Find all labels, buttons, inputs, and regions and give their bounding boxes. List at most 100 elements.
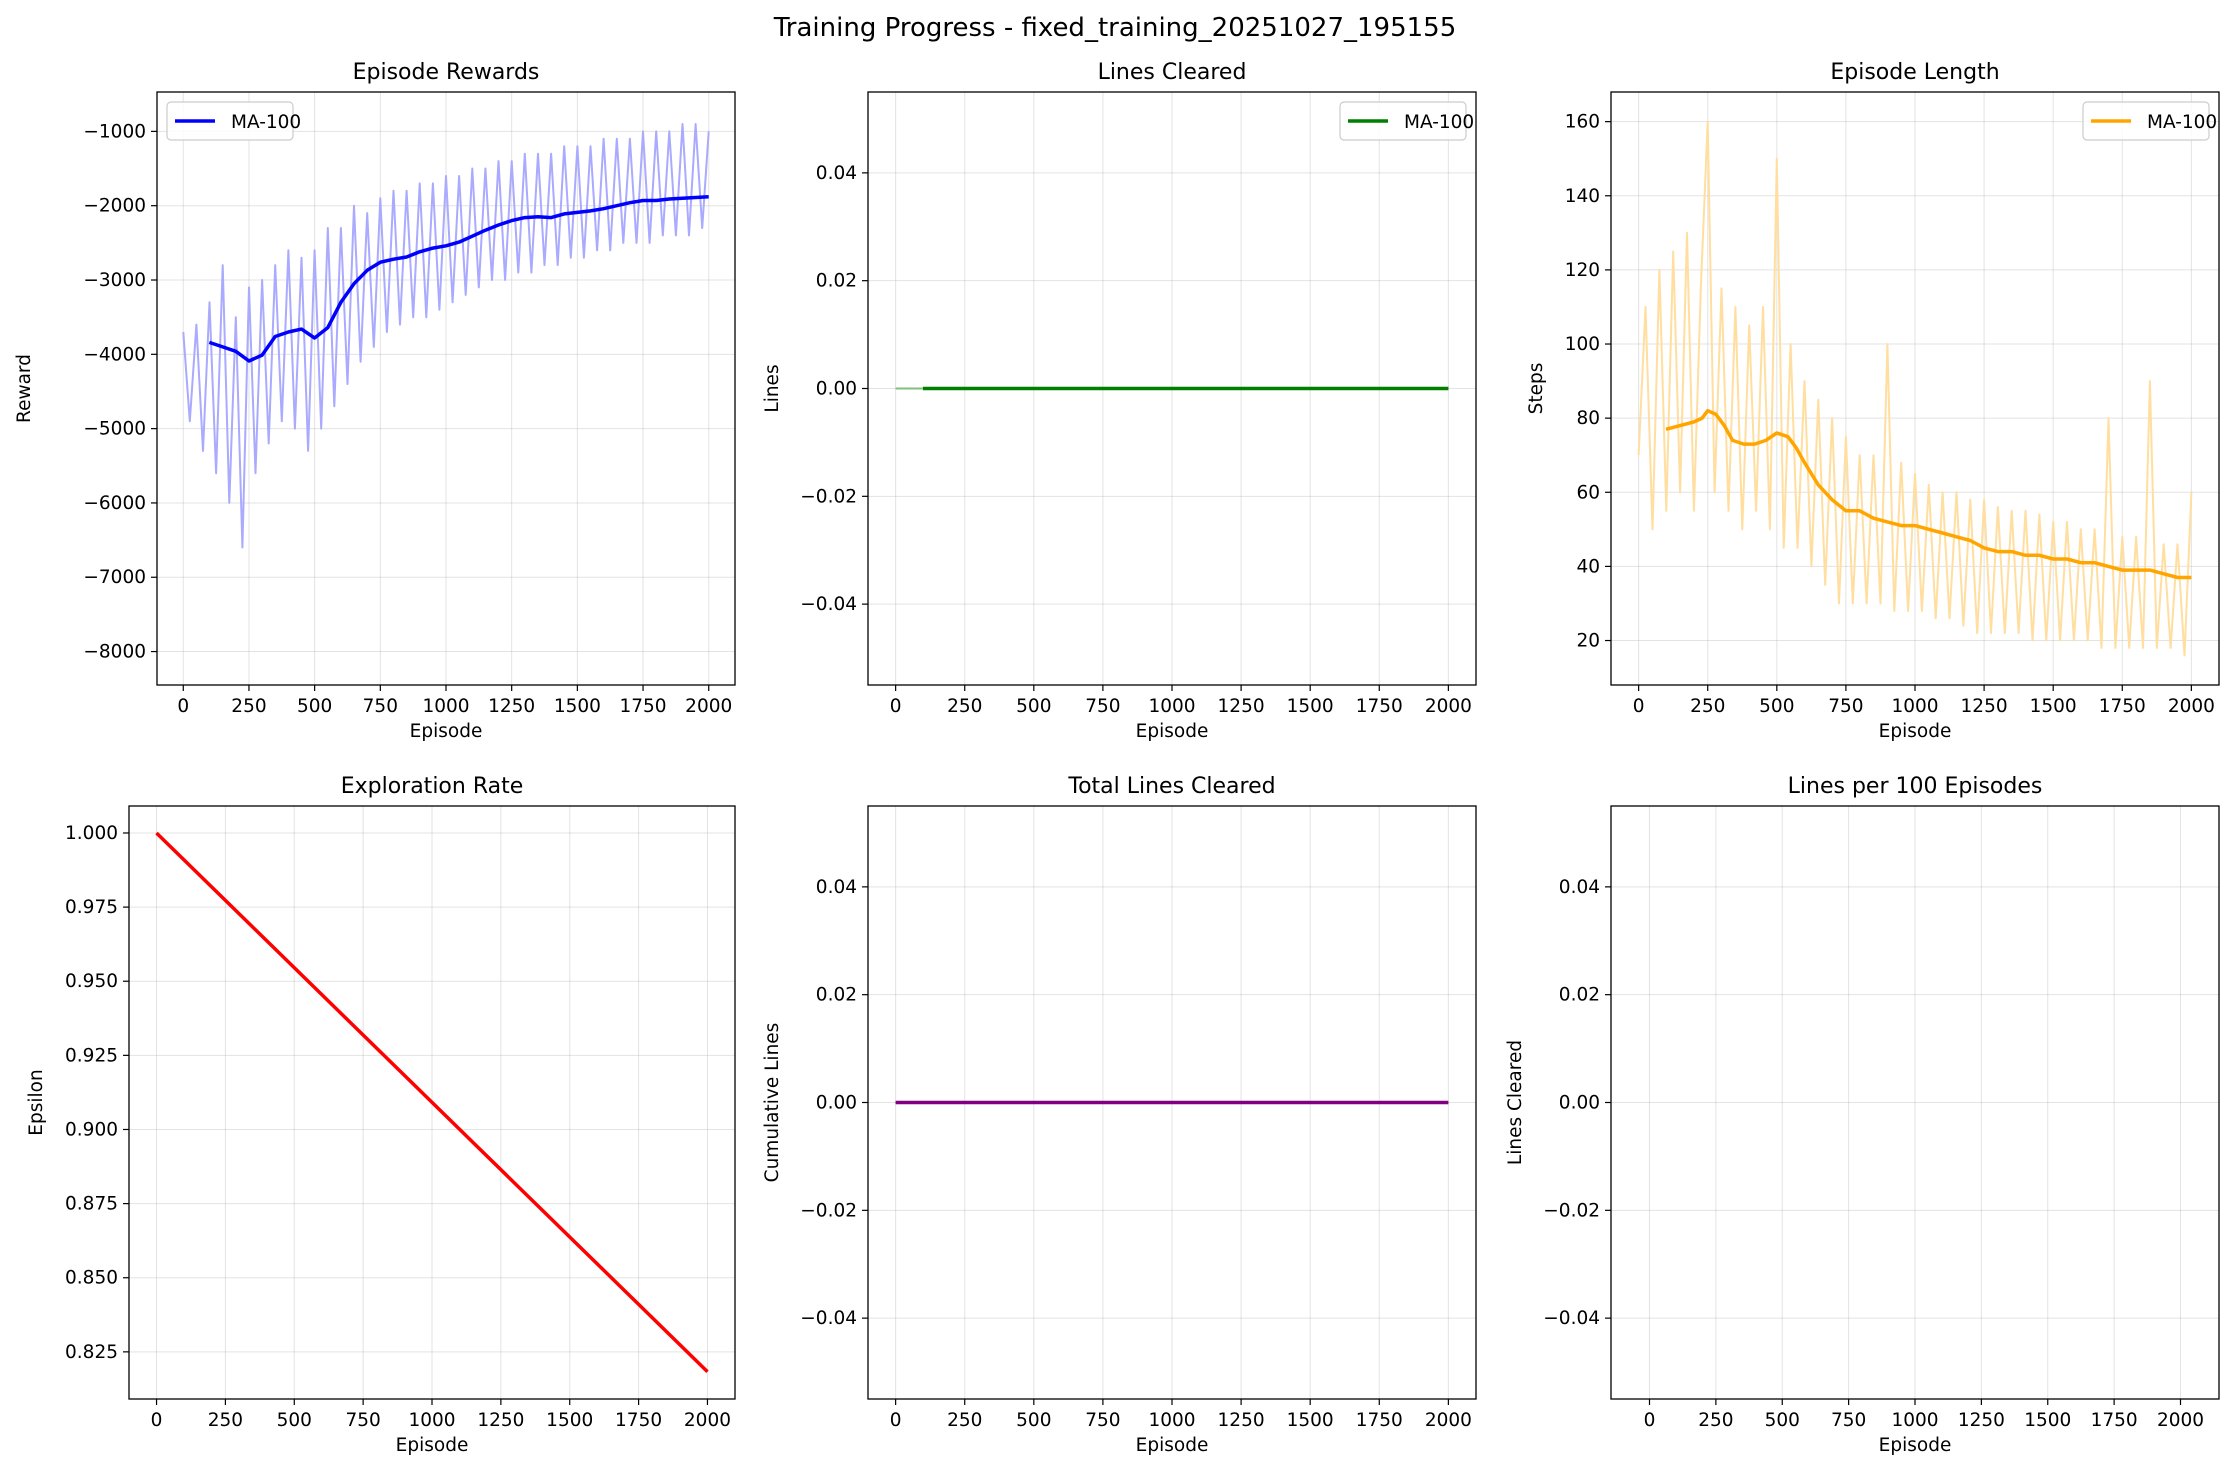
y-tick-label: 0.850 (65, 1268, 118, 1289)
y-tick-label: 0.00 (816, 1093, 857, 1114)
legend-label: MA-100 (2147, 112, 2217, 133)
y-tick-label: 0.02 (816, 985, 857, 1006)
x-tick-label: 1250 (1961, 696, 2008, 717)
y-tick-label: 120 (1565, 260, 1600, 281)
plot-area (182, 123, 710, 549)
y-tick-label: 0.950 (65, 971, 118, 992)
y-tick-label: −7000 (83, 567, 146, 588)
x-tick-label: 2000 (2157, 1410, 2204, 1431)
panel-total-lines-cleared: 0 250 500 750 1000 1250 1500 1750 2000 −0.04 −0.02… (762, 774, 1477, 1456)
x-tick-label: 1500 (1287, 1410, 1334, 1431)
x-tick-label: 2000 (1425, 1410, 1472, 1431)
x-tick-label: 1750 (2099, 696, 2146, 717)
x-axis-label: Episode (1136, 721, 1209, 742)
x-tick-label: 0 (890, 1410, 902, 1431)
x-tick-label: 2000 (1425, 696, 1472, 717)
plot-area (155, 831, 709, 1373)
x-tick-label: 1000 (1891, 1410, 1938, 1431)
y-tick-label: 1.000 (65, 823, 118, 844)
x-tick-label: 500 (1016, 696, 1051, 717)
x-tick-label: 0 (1644, 1410, 1656, 1431)
y-tick-label: 20 (1576, 631, 1600, 652)
panel-title: Exploration Rate (341, 774, 524, 799)
x-tick-label: 1500 (2024, 1410, 2071, 1431)
y-tick-label: −3000 (83, 270, 146, 291)
panel-lines-per-100: 0 250 500 750 1000 1250 1500 1750 2000 −0.04 −0.02… (1505, 774, 2220, 1456)
panel-title: Total Lines Cleared (1067, 774, 1275, 799)
y-tick-label: 0.00 (1559, 1093, 1600, 1114)
x-tick-label: 1750 (1356, 696, 1403, 717)
x-tick-label: 500 (1016, 1410, 1051, 1431)
x-tick-label: 2000 (685, 696, 732, 717)
x-tick-label: 1750 (619, 696, 666, 717)
x-tick-label: 1750 (1356, 1410, 1403, 1431)
x-tick-label: 750 (1085, 1410, 1120, 1431)
y-tick-label: 160 (1565, 112, 1600, 133)
x-tick-label: 500 (1765, 1410, 1800, 1431)
y-axis-label: Cumulative Lines (762, 1023, 783, 1183)
x-tick-label: 250 (947, 696, 982, 717)
y-tick-label: −0.02 (800, 486, 857, 507)
panel-lines-cleared: 0 250 500 750 1000 1250 1500 1750 2000 −0.04 −0.02… (762, 60, 1477, 742)
y-axis-label: Lines Cleared (1505, 1040, 1526, 1165)
x-tick-label: 1500 (554, 696, 601, 717)
panel-exploration-rate: 0 250 500 750 1000 1250 1500 1750 2000 0.825 0.850… (26, 774, 736, 1456)
x-tick-label: 0 (177, 696, 189, 717)
x-tick-label: 750 (1085, 696, 1120, 717)
x-tick-label: 250 (208, 1410, 243, 1431)
y-tick-label: 0.04 (1559, 877, 1600, 898)
y-tick-label: −6000 (83, 493, 146, 514)
x-tick-label: 250 (947, 1410, 982, 1431)
x-tick-label: 1750 (2091, 1410, 2138, 1431)
y-tick-label: −2000 (83, 196, 146, 217)
panel-title: Episode Rewards (353, 60, 540, 85)
plot-area (1637, 120, 2193, 657)
raw-series-line (182, 123, 710, 549)
x-tick-label: 250 (231, 696, 266, 717)
x-tick-label: 750 (1828, 696, 1863, 717)
y-tick-label: −1000 (83, 121, 146, 142)
x-tick-label: 500 (1759, 696, 1794, 717)
y-tick-label: −0.04 (800, 1308, 857, 1329)
x-tick-label: 1750 (615, 1410, 662, 1431)
y-tick-label: −0.02 (800, 1200, 857, 1221)
x-tick-label: 1000 (1148, 1410, 1195, 1431)
x-axis-label: Episode (396, 1435, 469, 1456)
x-tick-label: 1000 (1891, 696, 1938, 717)
x-tick-label: 500 (277, 1410, 312, 1431)
y-tick-label: −8000 (83, 642, 146, 663)
y-axis-label: Steps (1526, 363, 1547, 415)
y-tick-label: 0.02 (1559, 985, 1600, 1006)
x-tick-label: 1250 (1958, 1410, 2005, 1431)
x-tick-label: 1000 (422, 696, 469, 717)
x-tick-label: 2000 (684, 1410, 731, 1431)
legend: MA-100 (2082, 101, 2217, 141)
x-tick-label: 250 (1698, 1410, 1733, 1431)
x-tick-label: 2000 (2168, 696, 2215, 717)
x-tick-label: 1250 (488, 696, 535, 717)
x-tick-label: 250 (1690, 696, 1725, 717)
x-axis-label: Episode (1879, 721, 1952, 742)
x-axis-label: Episode (1136, 1435, 1209, 1456)
series-line-main (155, 831, 709, 1373)
legend: MA-100 (1339, 101, 1474, 141)
y-tick-label: 0.04 (816, 163, 857, 184)
panel-episode-rewards: 0 250 500 750 1000 1250 1500 1750 2000 −8000 −7000… (14, 60, 736, 742)
y-tick-label: −0.04 (1543, 1308, 1600, 1329)
y-tick-label: 0.825 (65, 1342, 118, 1363)
x-tick-label: 0 (890, 696, 902, 717)
panel-title: Lines per 100 Episodes (1788, 774, 2043, 799)
series-line-ma-100 (208, 195, 709, 363)
legend-label: MA-100 (231, 112, 301, 133)
y-tick-label: 0.975 (65, 897, 118, 918)
x-tick-label: 1500 (546, 1410, 593, 1431)
y-tick-label: −4000 (83, 344, 146, 365)
y-tick-label: 140 (1565, 186, 1600, 207)
x-tick-label: 750 (345, 1410, 380, 1431)
y-tick-label: 0.02 (816, 271, 857, 292)
x-tick-label: 1250 (1218, 1410, 1265, 1431)
y-tick-label: 60 (1576, 482, 1600, 503)
x-tick-label: 0 (151, 1410, 163, 1431)
